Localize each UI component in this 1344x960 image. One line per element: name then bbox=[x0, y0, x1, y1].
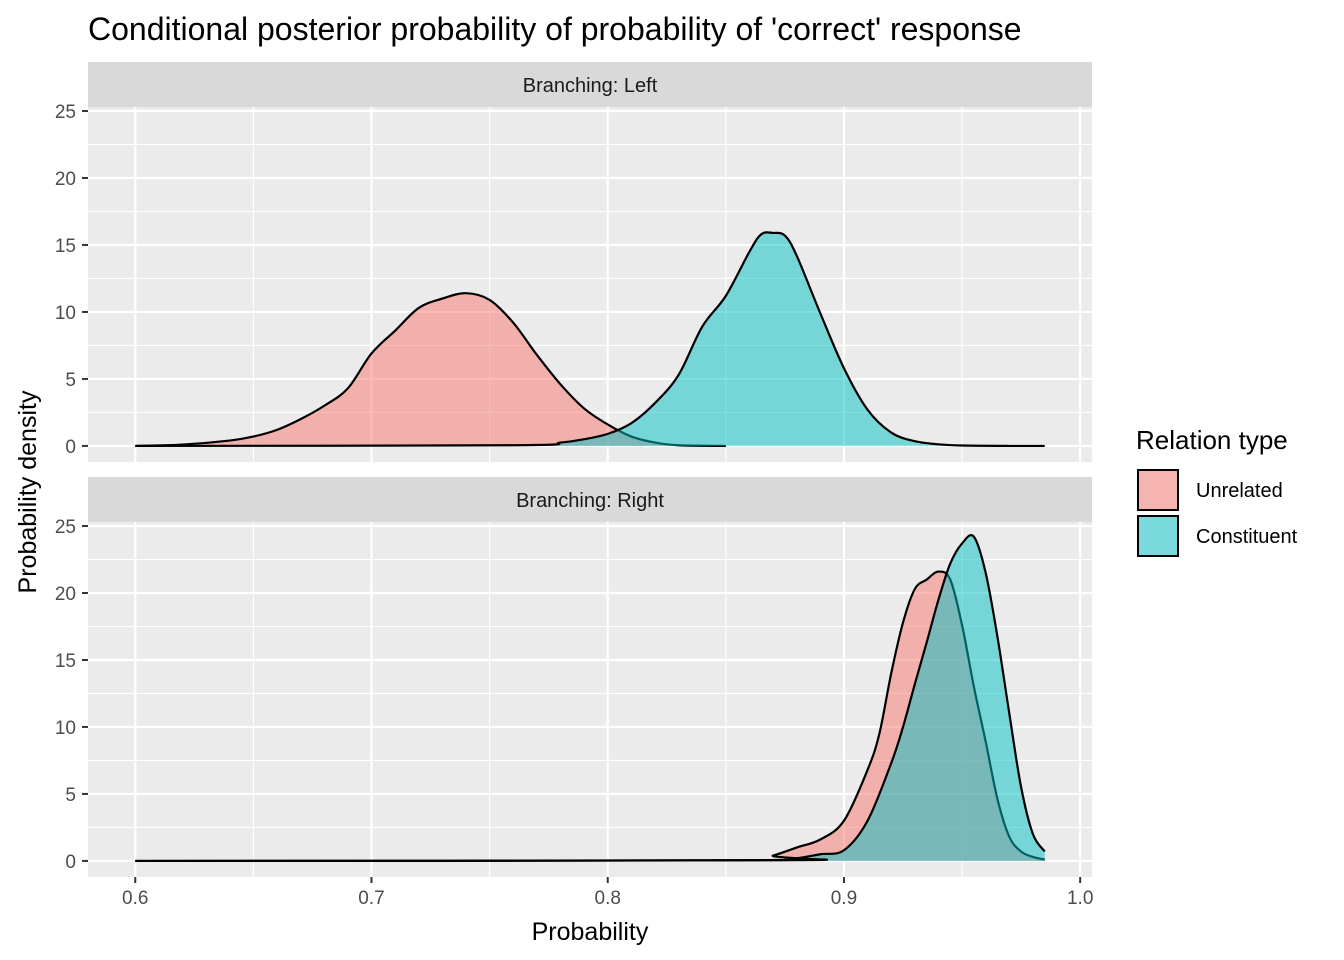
plot-area-left bbox=[88, 107, 1092, 462]
y-tick-label: 10 bbox=[55, 303, 76, 324]
y-axis-title: Probability density bbox=[14, 390, 42, 593]
series-layer-left bbox=[135, 231, 1045, 448]
y-tick-label: 10 bbox=[55, 718, 76, 739]
legend-swatch-constituent bbox=[1137, 515, 1179, 557]
y-tick-label: 5 bbox=[65, 370, 76, 391]
y-tick-label: 0 bbox=[65, 437, 76, 458]
strip-label-right: Branching: Right bbox=[516, 490, 664, 512]
y-axis-left: 0 5 10 15 20 25 bbox=[55, 102, 88, 458]
panel-left: Branching: Left 0 5 10 15 20 25 bbox=[55, 62, 1092, 462]
x-tick-label: 0.9 bbox=[831, 888, 857, 909]
legend-label-constituent: Constituent bbox=[1196, 526, 1298, 548]
density-area-constituent bbox=[135, 232, 1045, 446]
y-tick-label: 15 bbox=[55, 236, 76, 257]
y-tick-label: 25 bbox=[55, 517, 76, 538]
legend: Relation type Unrelated Constituent bbox=[1136, 425, 1298, 557]
x-axis-title: Probability bbox=[532, 918, 649, 946]
y-tick-label: 20 bbox=[55, 169, 76, 190]
y-tick-label: 15 bbox=[55, 651, 76, 672]
density-area-unrelated bbox=[135, 293, 726, 446]
x-axis: 0.6 0.7 0.8 0.9 1.0 bbox=[122, 877, 1093, 909]
x-tick-label: 0.8 bbox=[595, 888, 621, 909]
y-axis-right: 0 5 10 15 20 25 bbox=[55, 517, 88, 873]
chart-title: Conditional posterior probability of pro… bbox=[88, 11, 1022, 47]
strip-label-left: Branching: Left bbox=[523, 75, 658, 97]
x-tick-label: 0.7 bbox=[358, 888, 384, 909]
legend-label-unrelated: Unrelated bbox=[1196, 480, 1283, 502]
strip-left bbox=[88, 62, 1092, 107]
legend-title: Relation type bbox=[1136, 425, 1288, 455]
y-tick-label: 5 bbox=[65, 785, 76, 806]
density-line-constituent bbox=[135, 231, 1045, 448]
strip-right bbox=[88, 477, 1092, 522]
panel-right: Branching: Right 0 5 10 15 20 25 bbox=[55, 477, 1092, 877]
density-area-constituent bbox=[135, 535, 1045, 861]
y-tick-label: 0 bbox=[65, 852, 76, 873]
grid-left bbox=[88, 107, 1092, 462]
y-tick-label: 20 bbox=[55, 584, 76, 605]
density-line-unrelated bbox=[135, 292, 726, 448]
density-line-constituent bbox=[135, 534, 1046, 863]
x-tick-label: 0.6 bbox=[122, 888, 148, 909]
x-tick-label: 1.0 bbox=[1067, 888, 1093, 909]
y-tick-label: 25 bbox=[55, 102, 76, 123]
series-layer-right bbox=[135, 534, 1046, 863]
legend-swatch-unrelated bbox=[1137, 469, 1179, 511]
